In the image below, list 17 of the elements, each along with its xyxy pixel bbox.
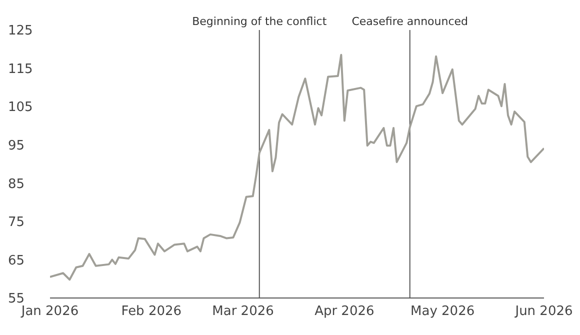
y-tick-label: 65 <box>8 253 25 268</box>
y-tick-label: 125 <box>8 24 33 39</box>
x-tick-label: Jun 2026 <box>514 304 573 320</box>
ref-line-label: Ceasefire announced <box>352 15 468 28</box>
y-tick-label: 95 <box>8 138 25 154</box>
y-tick-label: 55 <box>8 292 25 307</box>
y-tick-label: 115 <box>8 62 33 77</box>
y-tick-label: 75 <box>8 215 25 230</box>
x-tick-label: Mar 2026 <box>212 304 274 320</box>
ref-line-label: Beginning of the conflict <box>192 15 328 28</box>
x-tick-label: Jan 2026 <box>20 304 79 320</box>
line-series <box>50 54 544 281</box>
x-tick-label: Feb 2026 <box>121 304 182 320</box>
y-tick-label: 105 <box>8 100 33 116</box>
y-tick-label: 85 <box>8 176 25 192</box>
x-tick-label: May 2026 <box>410 304 475 320</box>
x-tick-label: Apr 2026 <box>314 304 374 320</box>
